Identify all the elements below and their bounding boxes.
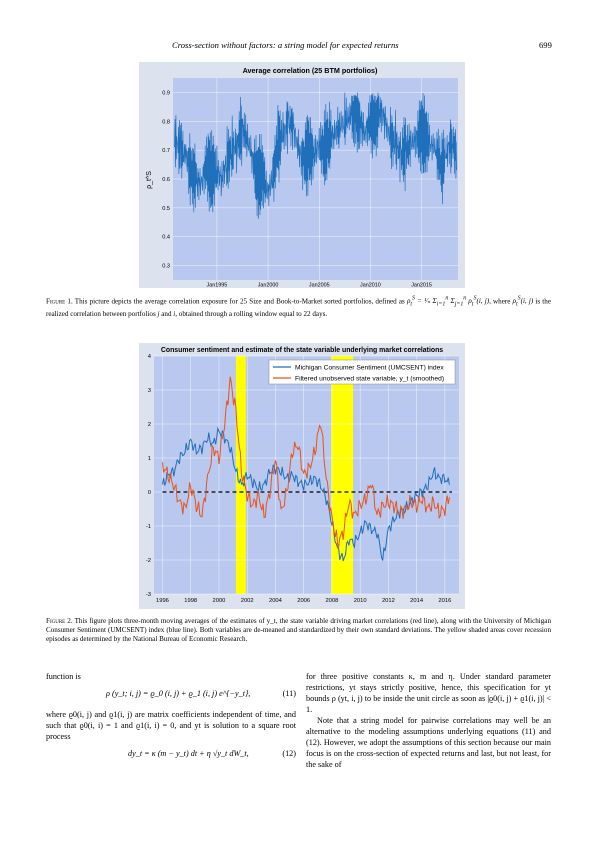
left-paragraph-1: function is [46, 672, 81, 681]
fig1-ytick-label: 0.5 [162, 206, 170, 212]
fig2-legend-box [268, 359, 456, 385]
fig1-caption-text-b: , where [489, 297, 513, 306]
fig1-ytick-label: 0.6 [162, 177, 170, 183]
fig2-legend-umcsent-label: Michigan Consumer Sentiment (UMCSENT) in… [295, 365, 444, 372]
fig1-ytick-label: 0.3 [162, 264, 170, 270]
fig2-xtick-label: 1998 [184, 598, 197, 604]
fig2-xtick-label: 2014 [410, 598, 424, 604]
fig2-caption-text: This figure plots three-month moving ave… [46, 617, 551, 643]
right-paragraph-1: for three positive constants κ, m and η.… [306, 672, 551, 714]
fig2-legend: Michigan Consumer Sentiment (UMCSENT) in… [268, 359, 456, 385]
fig1-xtick-label: Jan2010 [360, 283, 381, 289]
fig2-xtick-label: 2000 [213, 598, 226, 604]
fig1-caption-text-a: This picture depicts the average correla… [72, 297, 407, 306]
running-head: Cross-section without factors: a string … [0, 40, 596, 54]
fig1-caption-formula: ρtS = ¹⁄ₙ Σi=1n Σj=1n ρtS(i, j) [406, 296, 490, 308]
fig1-xtick-label: Jan2005 [309, 283, 330, 289]
body-left-column: function is ρ (y_t; i, j) = ϱ_0 (i, j) +… [46, 671, 296, 769]
page-number: 699 [539, 40, 552, 50]
fig2-xtick-label: 2008 [325, 598, 338, 604]
fig2-xtick-label: 2010 [354, 598, 367, 604]
fig2-state-line [162, 376, 450, 549]
fig2-ytick-label: 0 [148, 490, 151, 496]
equation-11: ρ (y_t; i, j) = ϱ_0 (i, j) + ϱ_1 (i, j) … [46, 688, 296, 703]
fig2-title: Consumer sentiment and estimate of the s… [161, 347, 443, 354]
fig2-recession-band [331, 356, 354, 594]
figure-2-chart: Consumer sentiment and estimate of the s… [139, 343, 465, 609]
fig1-ytick-label: 0.7 [162, 148, 170, 154]
running-title: Cross-section without factors: a string … [172, 40, 399, 50]
figure-2-caption: Figure 2. This figure plots three-month … [46, 617, 551, 644]
fig1-caption-text-d: and [159, 309, 174, 318]
fig1-ytick-label: 0.8 [162, 119, 170, 125]
fig1-series-line [174, 92, 457, 219]
fig2-caption-label: Figure 2. [46, 617, 73, 625]
fig2-ytick-label: 1 [148, 456, 151, 462]
fig1-xtick-label: Jan2000 [258, 283, 279, 289]
fig2-ytick-label: -1 [146, 524, 151, 530]
fig1-caption-j: j [157, 309, 160, 318]
equation-12: dy_t = κ (m − y_t) dt + η √y_t dW_t, (12… [46, 748, 296, 763]
fig1-caption-text-e: , obtained through a rolling window equa… [175, 309, 328, 318]
fig2-xtick-label: 2002 [241, 598, 254, 604]
fig1-ytick-label: 0.9 [162, 90, 170, 96]
figure-1-caption: Figure 1. This picture depicts the avera… [46, 295, 551, 319]
equation-11-number: (11) [282, 689, 296, 698]
fig1-xtick-label: Jan1995 [207, 283, 228, 289]
equation-12-math: dy_t = κ (m − y_t) dt + η √y_t dW_t, [128, 749, 249, 758]
fig2-xtick-label: 2016 [438, 598, 451, 604]
fig1-title: Average correlation (25 BTM portfolios) [243, 66, 378, 75]
fig1-xtick-label: Jan2015 [411, 283, 432, 289]
fig1-caption-text-c: is the realized correlation between port… [46, 297, 551, 318]
fig2-ytick-label: -2 [146, 558, 151, 564]
fig2-ytick-label: 3 [148, 388, 151, 394]
equation-11-math: ρ (y_t; i, j) = ϱ_0 (i, j) + ϱ_1 (i, j) … [106, 689, 251, 698]
fig1-ytick-label: 0.4 [162, 235, 170, 241]
fig2-xtick-label: 2004 [269, 598, 283, 604]
fig2-xtick-label: 1996 [156, 598, 169, 604]
fig2-ytick-label: -3 [146, 592, 151, 598]
figure-1-chart: Average correlation (25 BTM portfolios) … [139, 62, 465, 288]
fig2-ytick-label: 2 [148, 422, 151, 428]
fig2-legend-state-label: Filtered unobserved state variable, y_t … [295, 376, 444, 383]
fig2-xtick-label: 2012 [382, 598, 395, 604]
right-paragraph-2: Note that a string model for pairwise co… [306, 716, 551, 769]
fig1-caption-rho: ρtS(i, j) [512, 296, 534, 308]
body-right-column: for three positive constants κ, m and η.… [306, 671, 551, 770]
fig1-caption-label: Figure 1. [46, 297, 73, 306]
equation-12-number: (12) [282, 749, 296, 758]
fig2-ytick-label: 4 [148, 354, 152, 360]
left-paragraph-2: where ϱ0(i, j) and ϱ1(i, j) are matrix c… [46, 710, 296, 741]
fig2-recession-band [235, 356, 246, 594]
fig1-ylabel: ρ_t^S [146, 171, 153, 189]
fig1-caption-i: i [173, 309, 176, 318]
fig2-xtick-label: 2006 [297, 598, 310, 604]
